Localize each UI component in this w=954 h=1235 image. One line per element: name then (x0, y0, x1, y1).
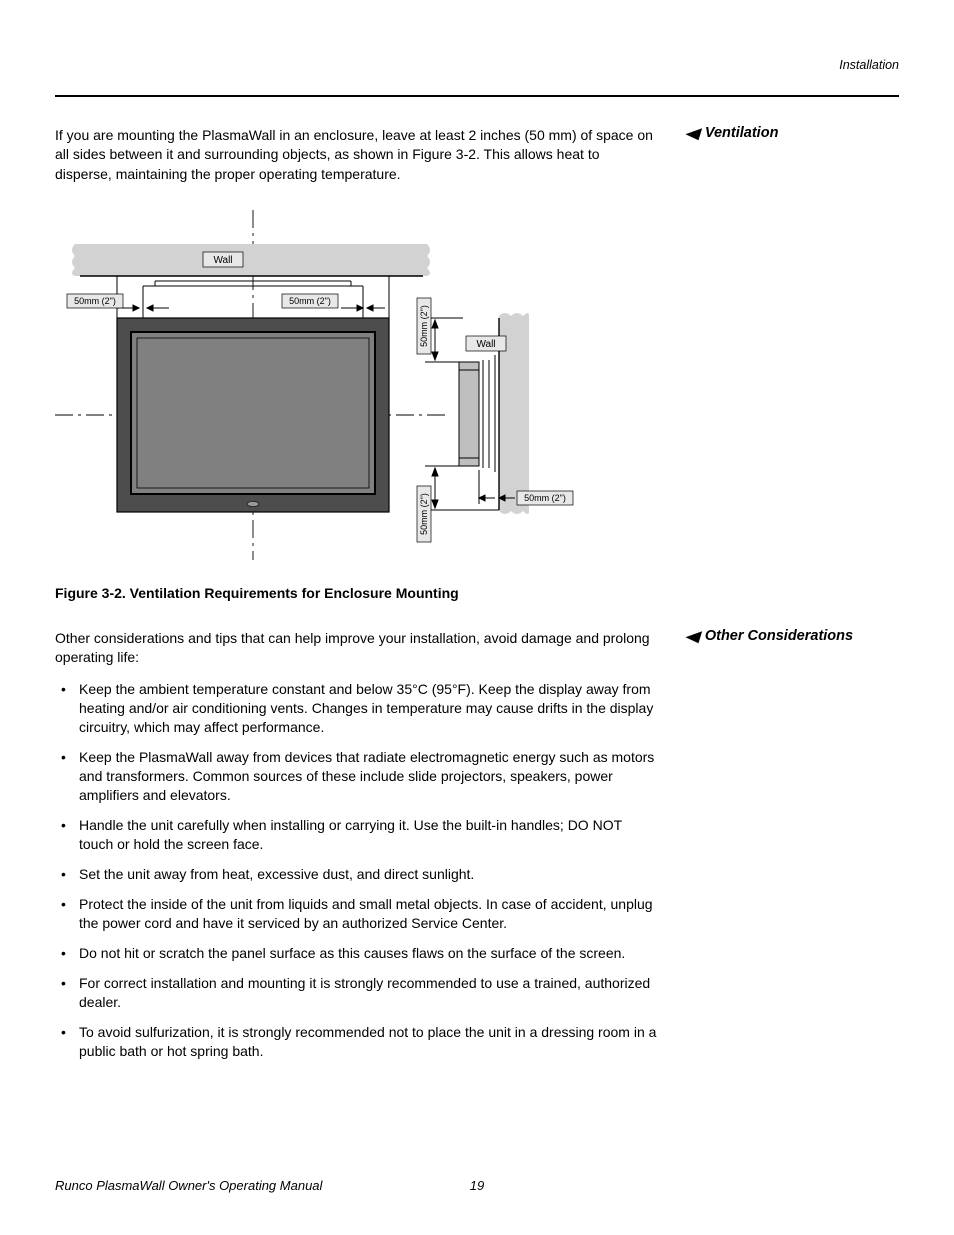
list-item: Protect the inside of the unit from liqu… (55, 895, 657, 933)
wall-top-fill (75, 244, 427, 276)
dim-side-h: 50mm (2") (524, 493, 566, 503)
dim-side-top: 50mm (2") (419, 305, 429, 347)
list-item: Keep the PlasmaWall away from devices th… (55, 748, 657, 805)
header-rule (55, 95, 899, 97)
other-side-label: ◀ Other Considerations (685, 627, 899, 645)
footer-page: 19 (470, 1178, 484, 1193)
other-label-text: Other Considerations (705, 628, 853, 644)
figure-caption: Figure 3-2. Ventilation Requirements for… (55, 585, 899, 601)
list-item: To avoid sulfurization, it is strongly r… (55, 1023, 657, 1061)
dim-right-label: 50mm (2") (289, 296, 331, 306)
list-item: Set the unit away from heat, excessive d… (55, 865, 657, 884)
ventilation-side-label: ◀ Ventilation (685, 124, 899, 142)
list-item: For correct installation and mounting it… (55, 974, 657, 1012)
header-section: Installation (839, 58, 899, 72)
ventilation-paragraph: If you are mounting the PlasmaWall in an… (55, 126, 657, 184)
main-content: If you are mounting the PlasmaWall in an… (55, 126, 899, 1072)
ventilation-row: If you are mounting the PlasmaWall in an… (55, 126, 899, 184)
considerations-list: Keep the ambient temperature constant an… (55, 680, 657, 1062)
wall-label-side: Wall (476, 339, 495, 350)
list-item: Keep the ambient temperature constant an… (55, 680, 657, 737)
footer-title: Runco PlasmaWall Owner's Operating Manua… (55, 1178, 322, 1193)
diagram-svg: Wall 50mm (2") 50mm (2") (55, 210, 619, 560)
footer: Runco PlasmaWall Owner's Operating Manua… (55, 1178, 899, 1193)
arrow-left-icon: ◀ (685, 126, 699, 140)
other-intro: Other considerations and tips that can h… (55, 629, 657, 668)
other-considerations-row: Other considerations and tips that can h… (55, 629, 899, 1072)
wall-label-top: Wall (213, 255, 232, 266)
dim-left-label: 50mm (2") (74, 296, 116, 306)
dim-side-bot: 50mm (2") (419, 493, 429, 535)
ventilation-diagram: Wall 50mm (2") 50mm (2") (55, 210, 899, 563)
ventilation-label-text: Ventilation (705, 125, 779, 141)
list-item: Handle the unit carefully when installin… (55, 816, 657, 854)
arrow-left-icon: ◀ (685, 629, 699, 643)
list-item: Do not hit or scratch the panel surface … (55, 944, 657, 963)
